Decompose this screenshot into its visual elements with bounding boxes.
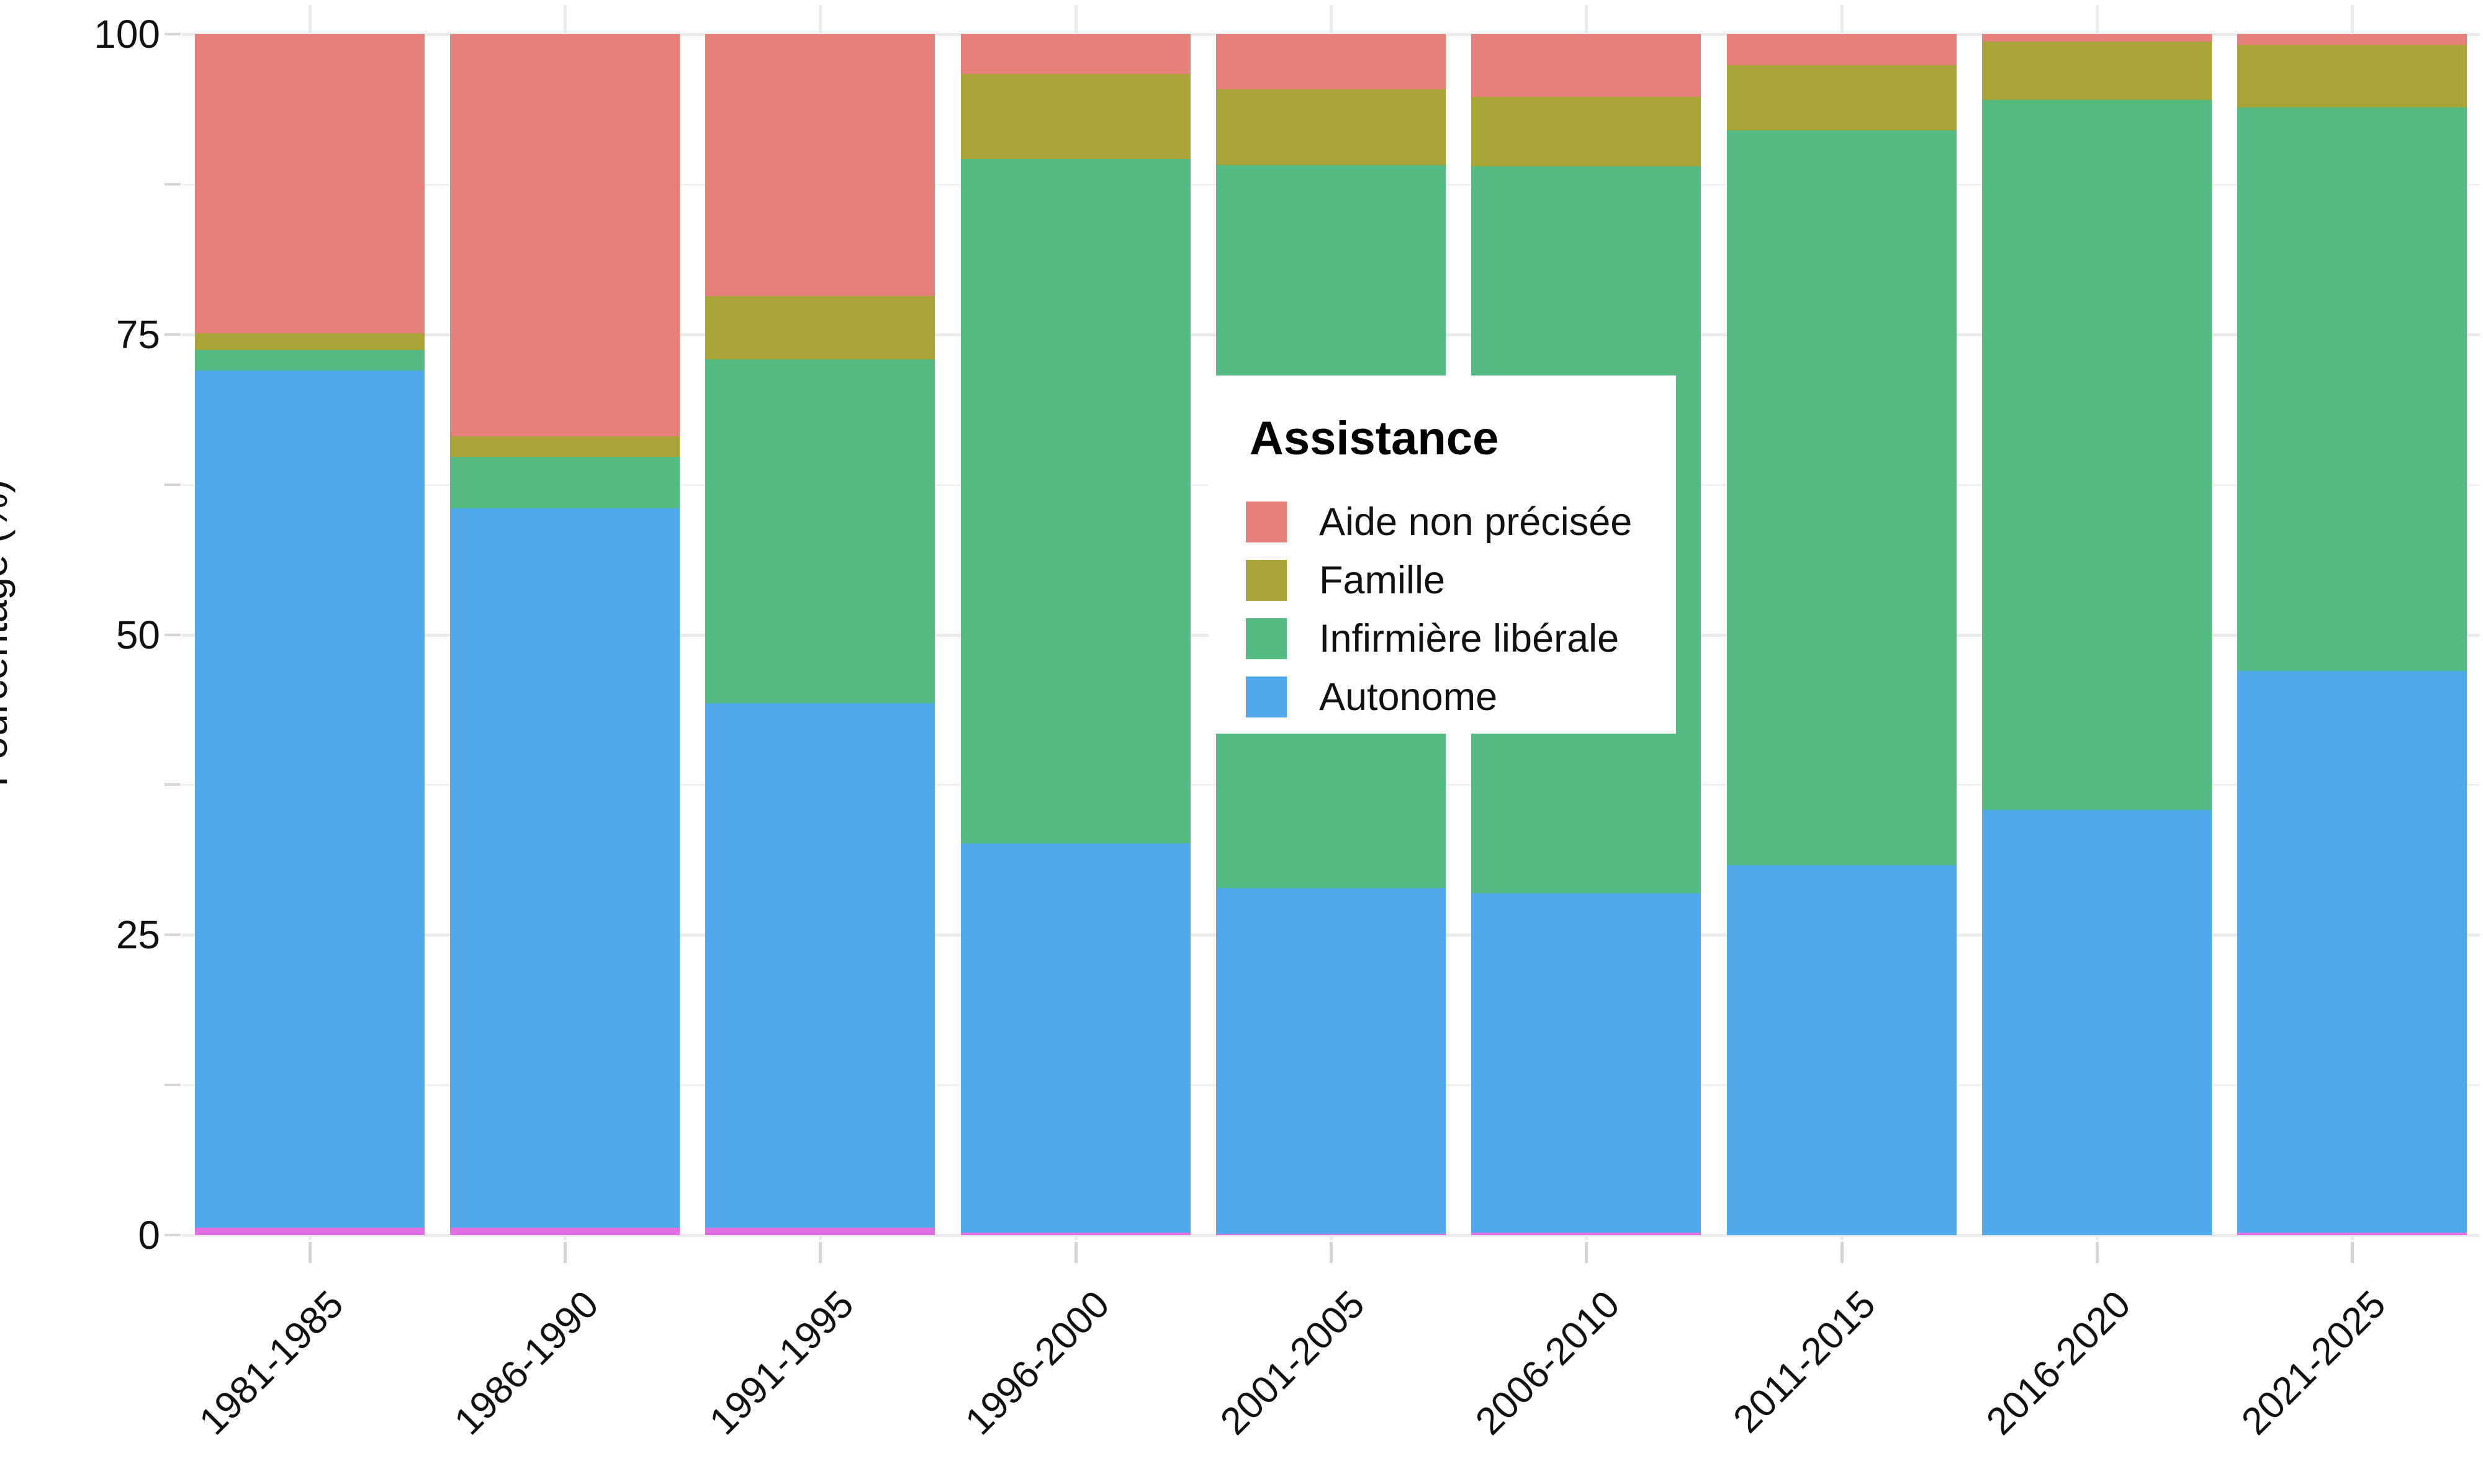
bar-1986-1990 — [450, 34, 680, 1235]
segment-Aide non précisée — [1982, 34, 2212, 42]
legend-entry: Famille — [1246, 556, 1639, 605]
segment-Famille — [1726, 65, 1957, 130]
segment-Famille — [1471, 96, 1701, 166]
segment-magenta-sliver — [450, 1228, 680, 1235]
x-tick-mark — [2351, 1242, 2355, 1263]
segment-Aide non précisée — [705, 34, 935, 296]
segment-Famille — [2237, 45, 2467, 108]
segment-Aide non précisée — [450, 34, 680, 437]
legend-entry: Infirmière libérale — [1246, 614, 1639, 663]
legend-key-swatch — [1246, 501, 1287, 542]
segment-Infirmière libérale — [705, 359, 935, 703]
y-tick-mark — [164, 333, 181, 336]
legend-title: Assistance — [1250, 412, 1499, 465]
segment-Autonome — [1216, 888, 1446, 1234]
segment-Infirmière libérale — [2237, 107, 2467, 671]
segment-Famille — [1216, 89, 1446, 165]
segment-Autonome — [1471, 893, 1701, 1233]
y-tick-mark — [164, 483, 181, 486]
bar-1996-2000 — [960, 34, 1191, 1235]
x-tick-mark — [564, 1242, 567, 1263]
segment-Autonome — [194, 370, 425, 1228]
segment-Infirmière libérale — [194, 349, 425, 371]
legend-entry: Aide non précisée — [1246, 498, 1639, 546]
segment-Autonome — [705, 703, 935, 1228]
x-tick-mark — [1840, 1242, 1844, 1263]
segment-Aide non précisée — [194, 34, 425, 333]
segment-Famille — [960, 73, 1191, 160]
segment-Famille — [194, 333, 425, 350]
segment-Infirmière libérale — [450, 457, 680, 509]
legend-label: Infirmière libérale — [1319, 617, 1620, 660]
segment-Famille — [705, 295, 935, 360]
segment-Famille — [450, 436, 680, 457]
x-tick-mark — [308, 1242, 312, 1263]
x-tick-mark — [1330, 1242, 1333, 1263]
legend-entries: Aide non précisée Famille Infirmière libér… — [1246, 498, 1639, 721]
legend-box: Assistance Aide non précisée Famille Infir… — [1209, 375, 1676, 734]
segment-Autonome — [450, 508, 680, 1228]
segment-magenta-sliver — [2237, 1233, 2467, 1235]
segment-magenta-sliver — [960, 1233, 1191, 1235]
segment-Aide non précisée — [1216, 34, 1446, 89]
x-tick-mark — [2096, 1242, 2099, 1263]
bar-2016-2020 — [1982, 34, 2212, 1235]
plot-panel — [182, 5, 2480, 1241]
segment-Autonome — [1726, 865, 1957, 1235]
legend-key-swatch — [1246, 560, 1287, 601]
y-tick-mark — [164, 933, 181, 937]
y-tick-label: 0 — [138, 1213, 160, 1257]
bar-1981-1985 — [194, 34, 425, 1235]
y-tick-label: 75 — [115, 312, 160, 357]
legend-label: Autonome — [1319, 675, 1498, 719]
legend-key-swatch — [1246, 618, 1287, 659]
segment-magenta-sliver — [1471, 1233, 1701, 1235]
major-gridline — [182, 1234, 2480, 1237]
legend-label: Famille — [1319, 559, 1446, 602]
x-tick-mark — [819, 1242, 822, 1263]
y-tick-mark — [164, 33, 181, 35]
segment-Aide non précisée — [1471, 34, 1701, 97]
x-tick-mark — [1585, 1242, 1588, 1263]
bar-2011-2015 — [1726, 34, 1957, 1235]
segment-Famille — [1982, 41, 2212, 101]
segment-Autonome — [1982, 810, 2212, 1235]
x-tick-label: 1981-1985 — [191, 1282, 352, 1444]
y-tick-mark — [164, 1234, 181, 1236]
segment-magenta-sliver — [705, 1228, 935, 1235]
y-tick-mark — [164, 633, 181, 636]
y-axis-title: Pourcentage (%) — [0, 479, 16, 787]
y-tick-mark — [164, 182, 181, 186]
segment-magenta-sliver — [1216, 1234, 1446, 1235]
segment-Infirmière libérale — [1726, 130, 1957, 865]
segment-Autonome — [2237, 670, 2467, 1233]
y-tick-label: 25 — [115, 912, 160, 958]
legend-label: Aide non précisée — [1319, 500, 1633, 544]
segment-Aide non précisée — [2237, 34, 2467, 45]
segment-magenta-sliver — [194, 1228, 425, 1235]
segment-Aide non précisée — [960, 34, 1191, 74]
bar-2021-2025 — [2237, 34, 2467, 1235]
legend-key-swatch — [1246, 677, 1287, 717]
y-tick-label: 100 — [94, 12, 160, 56]
segment-Aide non précisée — [1726, 34, 1957, 66]
segment-Infirmière libérale — [1982, 100, 2212, 810]
bar-1991-1995 — [705, 34, 935, 1235]
legend-entry: Autonome — [1246, 673, 1639, 721]
segment-Infirmière libérale — [960, 159, 1191, 844]
segment-Autonome — [960, 843, 1191, 1233]
x-tick-mark — [1074, 1242, 1078, 1263]
y-tick-mark — [164, 783, 181, 786]
y-tick-label: 50 — [115, 612, 160, 657]
y-tick-mark — [164, 1084, 181, 1087]
